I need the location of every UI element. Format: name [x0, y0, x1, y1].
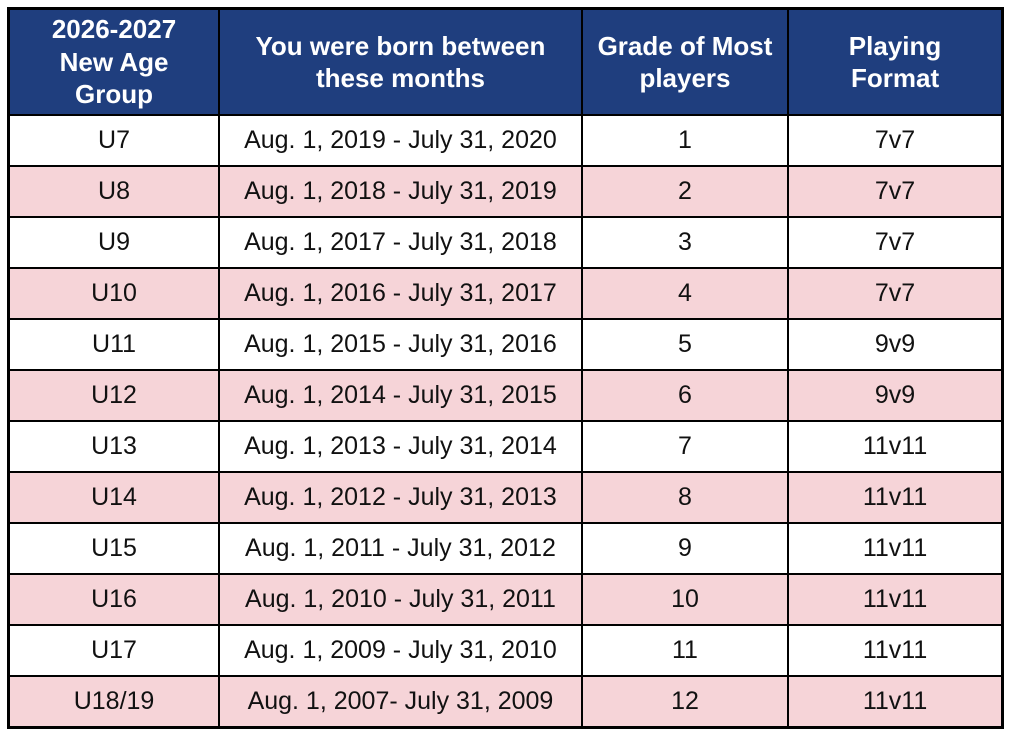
- table-row: U13 Aug. 1, 2013 - July 31, 2014 7 11v11: [7, 420, 1004, 473]
- grade-cell: 5: [580, 318, 790, 371]
- format-cell: 11v11: [787, 471, 1004, 524]
- format-cell: 7v7: [787, 216, 1004, 269]
- birthdate-range-cell: Aug. 1, 2010 - July 31, 2011: [218, 573, 583, 626]
- age-group-cell: U17: [7, 624, 221, 677]
- header-row: 2026-2027 New Age Group You were born be…: [7, 7, 1004, 116]
- birthdate-range-cell: Aug. 1, 2007- July 31, 2009: [218, 675, 583, 729]
- grade-cell: 11: [580, 624, 790, 677]
- birthdate-range-cell: Aug. 1, 2016 - July 31, 2017: [218, 267, 583, 320]
- age-group-table: 2026-2027 New Age Group You were born be…: [7, 7, 1004, 729]
- format-cell: 9v9: [787, 369, 1004, 422]
- format-cell: 7v7: [787, 267, 1004, 320]
- birthdate-range-cell: Aug. 1, 2013 - July 31, 2014: [218, 420, 583, 473]
- age-group-cell: U13: [7, 420, 221, 473]
- age-group-cell: U7: [7, 114, 221, 167]
- format-cell: 11v11: [787, 573, 1004, 626]
- format-cell: 7v7: [787, 165, 1004, 218]
- grade-cell: 2: [580, 165, 790, 218]
- age-group-cell: U9: [7, 216, 221, 269]
- table-row: U15 Aug. 1, 2011 - July 31, 2012 9 11v11: [7, 522, 1004, 575]
- table-row: U8 Aug. 1, 2018 - July 31, 2019 2 7v7: [7, 165, 1004, 218]
- table-row: U11 Aug. 1, 2015 - July 31, 2016 5 9v9: [7, 318, 1004, 371]
- age-group-cell: U10: [7, 267, 221, 320]
- grade-cell: 10: [580, 573, 790, 626]
- table-row: U12 Aug. 1, 2014 - July 31, 2015 6 9v9: [7, 369, 1004, 422]
- table-row: U18/19 Aug. 1, 2007- July 31, 2009 12 11…: [7, 675, 1004, 729]
- table-row: U16 Aug. 1, 2010 - July 31, 2011 10 11v1…: [7, 573, 1004, 626]
- format-cell: 11v11: [787, 420, 1004, 473]
- birthdate-range-cell: Aug. 1, 2017 - July 31, 2018: [218, 216, 583, 269]
- format-cell: 9v9: [787, 318, 1004, 371]
- age-group-cell: U11: [7, 318, 221, 371]
- age-group-cell: U12: [7, 369, 221, 422]
- grade-cell: 7: [580, 420, 790, 473]
- table-row: U14 Aug. 1, 2012 - July 31, 2013 8 11v11: [7, 471, 1004, 524]
- format-cell: 11v11: [787, 624, 1004, 677]
- header-label: 2026-2027 New Age Group: [51, 14, 177, 110]
- age-group-cell: U8: [7, 165, 221, 218]
- age-group-cell: U18/19: [7, 675, 221, 729]
- format-cell: 11v11: [787, 675, 1004, 729]
- birthdate-range-cell: Aug. 1, 2014 - July 31, 2015: [218, 369, 583, 422]
- birthdate-range-cell: Aug. 1, 2011 - July 31, 2012: [218, 522, 583, 575]
- birthdate-range-cell: Aug. 1, 2012 - July 31, 2013: [218, 471, 583, 524]
- format-cell: 11v11: [787, 522, 1004, 575]
- age-group-cell: U15: [7, 522, 221, 575]
- header-cell-playing-format: Playing Format: [787, 7, 1004, 116]
- grade-cell: 4: [580, 267, 790, 320]
- table-row: U9 Aug. 1, 2017 - July 31, 2018 3 7v7: [7, 216, 1004, 269]
- header-cell-grade: Grade of Most players: [580, 7, 790, 116]
- format-cell: 7v7: [787, 114, 1004, 167]
- grade-cell: 9: [580, 522, 790, 575]
- birthdate-range-cell: Aug. 1, 2015 - July 31, 2016: [218, 318, 583, 371]
- grade-cell: 8: [580, 471, 790, 524]
- header-cell-birth-months: You were born between these months: [218, 7, 583, 116]
- grade-cell: 3: [580, 216, 790, 269]
- table-row: U17 Aug. 1, 2009 - July 31, 2010 11 11v1…: [7, 624, 1004, 677]
- table-row: U10 Aug. 1, 2016 - July 31, 2017 4 7v7: [7, 267, 1004, 320]
- birthdate-range-cell: Aug. 1, 2019 - July 31, 2020: [218, 114, 583, 167]
- table-row: U7 Aug. 1, 2019 - July 31, 2020 1 7v7: [7, 114, 1004, 167]
- header-label: Grade of Most players: [597, 30, 773, 94]
- age-group-cell: U14: [7, 471, 221, 524]
- header-label: Playing Format: [848, 30, 942, 94]
- header-label: You were born between these months: [255, 30, 546, 94]
- grade-cell: 1: [580, 114, 790, 167]
- age-group-cell: U16: [7, 573, 221, 626]
- header-cell-age-group: 2026-2027 New Age Group: [7, 7, 221, 116]
- birthdate-range-cell: Aug. 1, 2009 - July 31, 2010: [218, 624, 583, 677]
- grade-cell: 6: [580, 369, 790, 422]
- grade-cell: 12: [580, 675, 790, 729]
- birthdate-range-cell: Aug. 1, 2018 - July 31, 2019: [218, 165, 583, 218]
